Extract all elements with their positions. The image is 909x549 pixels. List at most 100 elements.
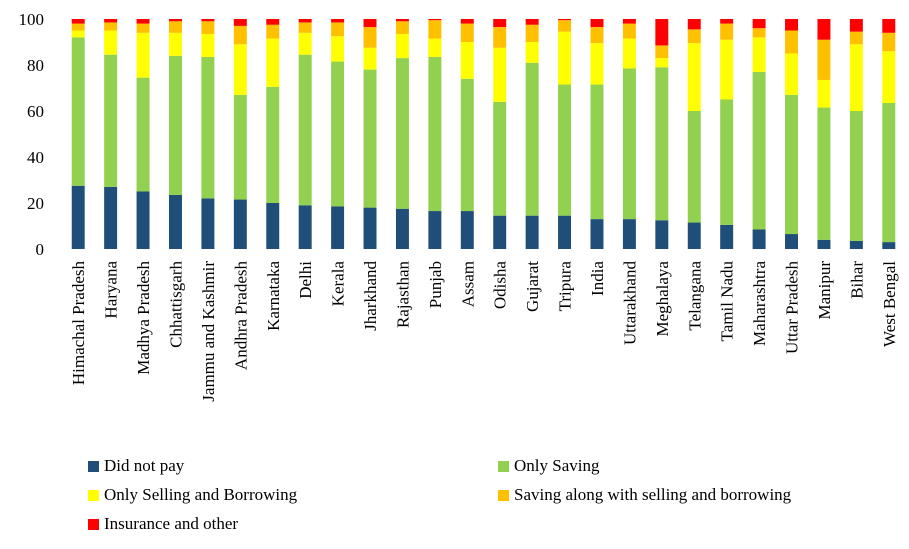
bar-segment <box>363 69 377 208</box>
bar-segment <box>849 240 863 249</box>
bar-segment <box>525 215 539 249</box>
bar-segment <box>590 19 604 28</box>
x-tick-label: Uttarakhand <box>620 261 639 346</box>
bar-segment <box>558 31 572 85</box>
bar-segment <box>720 39 734 100</box>
legend-swatch <box>88 489 99 501</box>
bar-segment <box>428 38 442 57</box>
bar-segment <box>363 207 377 249</box>
legend-label: Only Selling and Borrowing <box>104 485 298 504</box>
x-tick-label: Jammu and Kashmir <box>199 261 218 402</box>
bar-segment <box>331 206 345 249</box>
bar-segment <box>655 58 669 68</box>
bar-segment <box>233 94 247 200</box>
bar-segment <box>752 19 766 29</box>
bar-segment <box>71 23 85 31</box>
x-axis: Himachal Pradesh Haryana Madhya Pradesh Chh… <box>69 261 899 402</box>
bar-segment <box>882 19 896 33</box>
bar-segment <box>785 30 798 54</box>
bar-segment <box>169 32 182 56</box>
bar-segment <box>331 36 345 62</box>
bars <box>71 19 896 249</box>
bar-segment <box>136 23 150 33</box>
bar-segment <box>720 23 734 40</box>
bar-segment <box>363 47 377 70</box>
bar-segment <box>331 61 345 207</box>
bar-segment <box>233 25 247 45</box>
bar-segment <box>201 198 215 249</box>
x-tick-label: Bihar <box>847 261 866 299</box>
bar-segment <box>395 208 409 249</box>
bar-segment <box>752 37 766 72</box>
bar-segment <box>622 23 636 39</box>
bar-segment <box>590 219 604 249</box>
legend-swatch <box>88 518 99 530</box>
bar-segment <box>752 28 766 38</box>
bar-segment <box>460 19 474 24</box>
bar-segment <box>331 22 345 37</box>
bar-segment <box>849 111 863 241</box>
bar-segment <box>493 215 507 249</box>
x-tick-label: Assam <box>458 261 477 307</box>
bar-segment <box>558 84 572 216</box>
bar-segment <box>849 19 863 32</box>
bar-segment <box>104 186 118 249</box>
bar-segment <box>687 19 701 30</box>
legend-label: Insurance and other <box>104 514 239 533</box>
x-tick-label: India <box>588 261 607 296</box>
bar-segment <box>720 224 734 249</box>
bar-segment <box>687 222 701 249</box>
bar-segment <box>266 38 280 87</box>
legend-item: Saving along with selling and borrowing <box>498 484 791 506</box>
bar-segment <box>785 53 798 95</box>
bar-segment <box>622 219 636 249</box>
x-tick-label: Himachal Pradesh <box>69 261 88 386</box>
bar-segment <box>363 27 377 48</box>
bar-segment <box>687 111 701 223</box>
bar-segment <box>817 239 831 249</box>
y-tick-label: 40 <box>27 148 44 167</box>
x-tick-label: Kerala <box>329 261 348 307</box>
bar-segment <box>266 203 280 249</box>
bar-segment <box>785 234 798 249</box>
legend-item: Insurance and other <box>88 513 238 535</box>
bar-segment <box>622 38 636 69</box>
legend-swatch <box>498 460 509 472</box>
x-tick-label: Tamil Nadu <box>718 261 737 342</box>
bar-segment <box>201 19 215 22</box>
x-tick-label: Meghalaya <box>653 261 672 337</box>
bar-segment <box>395 19 409 22</box>
bar-segment <box>493 27 507 48</box>
bar-segment <box>817 107 831 240</box>
bar-segment <box>817 79 831 108</box>
legend-swatch <box>88 460 99 472</box>
x-tick-label: Andhra Pradesh <box>231 261 250 371</box>
bar-segment <box>233 44 247 95</box>
bar-segment <box>525 24 539 42</box>
bar-segment <box>233 199 247 249</box>
bar-segment <box>104 54 118 187</box>
bar-segment <box>622 19 636 24</box>
bar-segment <box>169 19 182 22</box>
legend-swatch <box>498 489 509 501</box>
legend: Did not pay Only Saving Only Selling and B… <box>88 455 888 547</box>
bar-segment <box>428 56 442 212</box>
bar-segment <box>687 43 701 111</box>
bar-segment <box>104 30 118 55</box>
bar-segment <box>882 51 896 103</box>
bar-segment <box>169 55 182 195</box>
bar-segment <box>752 229 766 249</box>
x-tick-label: Telangana <box>685 261 704 331</box>
bar-segment <box>298 19 312 23</box>
bar-segment <box>655 67 669 221</box>
y-tick-label: 80 <box>27 56 44 75</box>
bar-segment <box>882 242 896 249</box>
bar-segment <box>817 19 831 40</box>
x-tick-label: Maharashtra <box>750 261 769 346</box>
legend-item: Only Saving <box>498 455 599 477</box>
legend-item: Only Selling and Borrowing <box>88 484 297 506</box>
x-tick-label: Gujarat <box>523 261 542 312</box>
x-tick-label: Manipur <box>815 261 834 320</box>
x-tick-label: Haryana <box>102 261 121 319</box>
bar-segment <box>655 45 669 59</box>
